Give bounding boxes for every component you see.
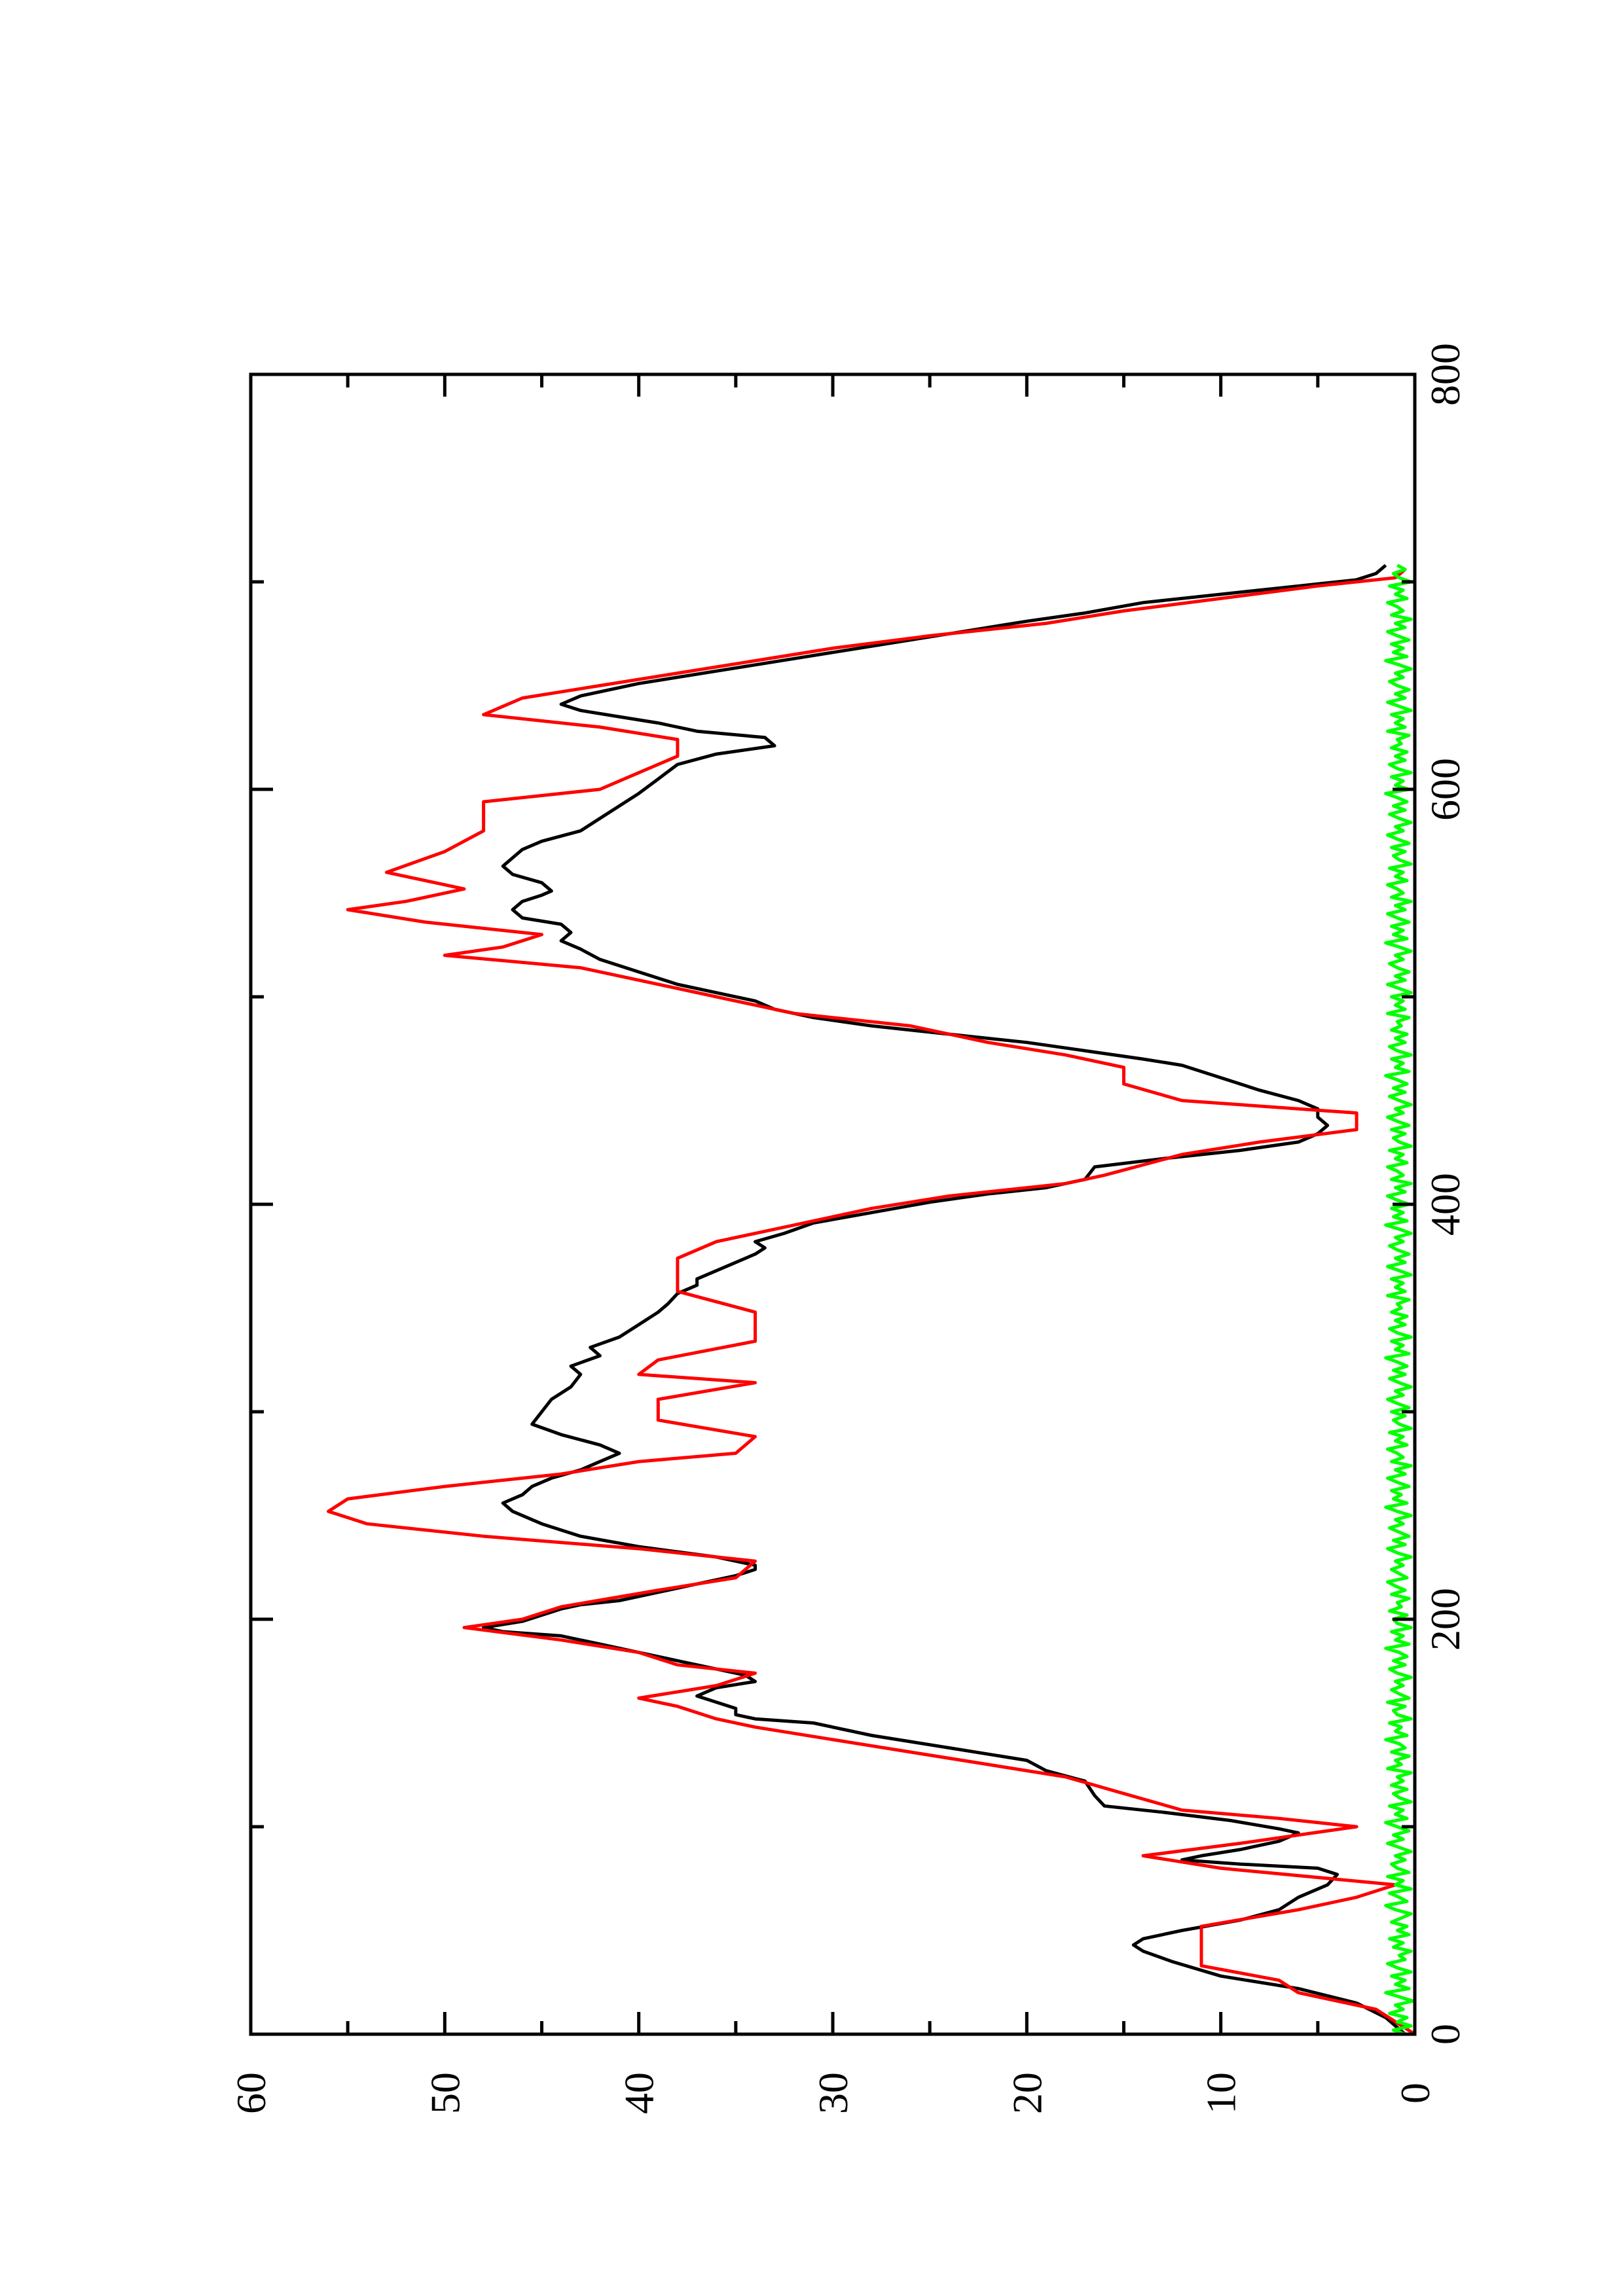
y-tick-label: 0: [1392, 2083, 1438, 2104]
y-tick-label: 10: [1198, 2072, 1245, 2114]
x-tick-label: 800: [1422, 343, 1468, 406]
y-tick-label: 20: [1004, 2072, 1050, 2114]
y-tick-label: 60: [228, 2072, 274, 2114]
tick-label-layer: 0 200 400 600 800 0 10 20 30 40 50 60: [228, 343, 1468, 2114]
plot-area: 0 200 400 600 800 0 10 20 30 40 50 60: [228, 343, 1468, 2114]
y-tick-label: 30: [810, 2072, 856, 2114]
y-tick-label: 40: [616, 2072, 663, 2114]
series-line-1: [482, 564, 1406, 2036]
series-line-2: [327, 568, 1416, 2036]
x-tick-label: 600: [1422, 758, 1468, 821]
x-tick-label: 200: [1422, 1588, 1468, 1651]
series-layer: [327, 564, 1416, 2036]
x-tick-label: 400: [1422, 1173, 1468, 1236]
x-tick-label: 0: [1422, 2024, 1468, 2045]
y-tick-label: 50: [422, 2072, 468, 2114]
series-line-3: [1384, 564, 1415, 2036]
tick-layer: [249, 372, 1417, 2036]
plot-frame: [249, 372, 1417, 2036]
